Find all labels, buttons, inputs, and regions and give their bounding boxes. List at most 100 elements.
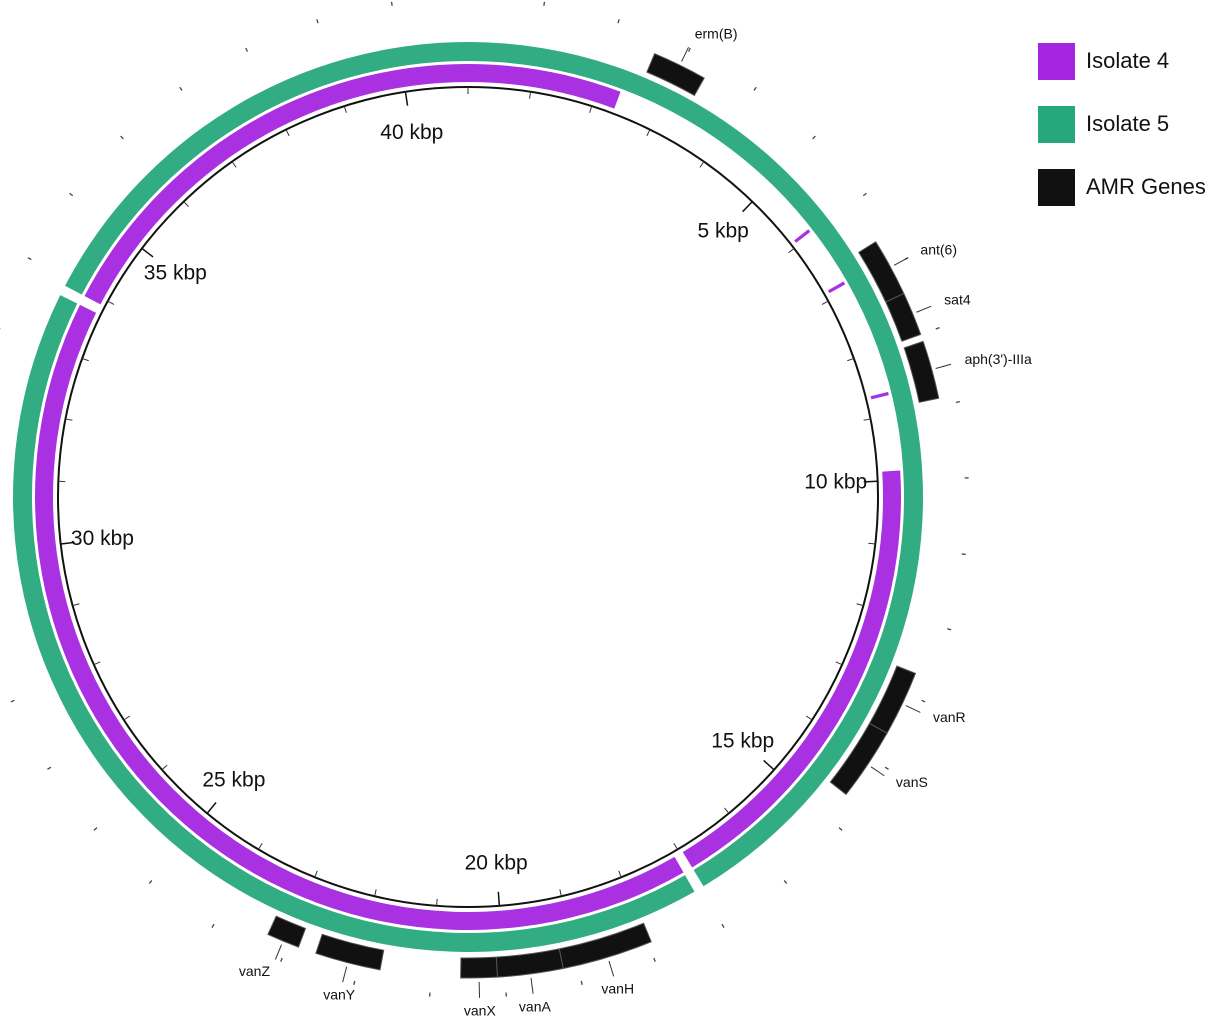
outer-tick xyxy=(617,19,620,24)
minor-tick xyxy=(343,105,347,113)
outer-tick xyxy=(179,86,183,91)
minor-tick xyxy=(856,603,864,607)
gene-label: sat4 xyxy=(944,292,971,308)
outer-tick xyxy=(935,327,940,330)
track-segment xyxy=(827,281,846,294)
amr-gene xyxy=(267,915,307,948)
minor-tick xyxy=(646,129,651,137)
major-tick xyxy=(863,480,878,483)
minor-tick xyxy=(93,661,101,666)
outer-tick xyxy=(580,980,583,985)
minor-tick xyxy=(183,201,189,207)
gene-leader xyxy=(342,966,348,983)
outer-tick xyxy=(947,628,952,631)
minor-tick xyxy=(863,418,871,421)
legend-label: Isolate 4 xyxy=(1086,48,1169,73)
outer-tick xyxy=(10,699,15,703)
track-segment xyxy=(682,470,901,868)
tick-label: 15 kbp xyxy=(711,729,774,752)
outer-tick xyxy=(955,400,960,404)
outer-tick xyxy=(280,957,283,962)
minor-tick xyxy=(529,91,532,99)
gene-label: erm(B) xyxy=(695,25,738,41)
minor-tick xyxy=(161,764,168,771)
gene-label: vanX xyxy=(464,1003,497,1019)
tick-label: 30 kbp xyxy=(71,527,134,550)
track-segment xyxy=(468,64,621,109)
minor-tick xyxy=(868,542,876,545)
outer-tick xyxy=(211,923,215,928)
outer-tick xyxy=(884,766,889,770)
minor-tick xyxy=(724,807,730,814)
gene-label: vanS xyxy=(896,774,928,790)
track-segment xyxy=(34,304,684,930)
gene-label: vanA xyxy=(519,998,552,1014)
amr-gene xyxy=(495,948,564,978)
outer-tick xyxy=(316,19,319,24)
amr-gene xyxy=(315,933,385,971)
major-tick xyxy=(497,891,501,906)
track-segment xyxy=(84,64,468,305)
gene-leader xyxy=(274,944,283,960)
gene-label: vanR xyxy=(933,709,966,725)
amr-gene xyxy=(885,292,922,342)
outer-tick xyxy=(390,1,393,6)
minor-tick xyxy=(847,357,855,362)
minor-tick xyxy=(618,870,622,878)
outer-tick xyxy=(862,192,867,197)
outer-tick xyxy=(47,766,52,770)
major-tick xyxy=(60,541,75,545)
tick-label: 20 kbp xyxy=(465,851,528,874)
minor-tick xyxy=(589,105,593,113)
minor-tick xyxy=(788,248,795,254)
major-tick xyxy=(141,247,154,258)
outer-tick xyxy=(838,827,843,831)
gene-leader xyxy=(681,46,690,62)
legend-swatch xyxy=(1038,43,1075,80)
outer-tick xyxy=(543,1,546,6)
minor-tick xyxy=(231,161,237,168)
minor-tick xyxy=(821,300,829,305)
minor-tick xyxy=(314,870,318,878)
outer-tick xyxy=(148,880,153,884)
minor-tick xyxy=(673,843,678,850)
backbone xyxy=(57,86,879,908)
gene-leader xyxy=(530,977,534,994)
amr-gene xyxy=(829,722,888,796)
legend-swatch xyxy=(1038,106,1075,143)
legend-label: AMR Genes xyxy=(1086,174,1206,199)
gene-label: vanZ xyxy=(239,963,271,979)
gene-leader xyxy=(870,766,885,777)
major-tick xyxy=(742,201,753,213)
minor-tick xyxy=(805,715,813,721)
amr-gene xyxy=(460,956,498,979)
minor-tick xyxy=(72,603,80,607)
tick-label: 5 kbp xyxy=(697,219,748,242)
outer-tick xyxy=(27,257,32,261)
gene-label: aph(3')-IIIa xyxy=(965,351,1032,367)
amr-gene xyxy=(903,340,940,403)
gene-label: vanY xyxy=(323,986,356,1002)
outer-tick xyxy=(653,957,656,962)
track-segment xyxy=(64,42,468,295)
legend-label: Isolate 5 xyxy=(1086,111,1169,136)
outer-tick xyxy=(69,192,74,197)
major-tick xyxy=(763,759,775,771)
tick-label: 40 kbp xyxy=(380,121,443,144)
outer-tick xyxy=(783,880,788,884)
outer-tick xyxy=(721,923,725,928)
minor-tick xyxy=(258,843,263,850)
outer-tick xyxy=(687,47,691,52)
gene-leader xyxy=(916,305,932,313)
gene-leader xyxy=(905,705,921,713)
outer-tick xyxy=(120,135,124,140)
tick-label: 10 kbp xyxy=(804,470,867,493)
major-tick xyxy=(206,802,217,814)
outer-tick xyxy=(921,699,926,703)
gene-leader xyxy=(893,257,909,266)
minor-tick xyxy=(699,161,705,168)
gene-label: vanH xyxy=(601,980,634,996)
outer-tick xyxy=(812,135,816,140)
